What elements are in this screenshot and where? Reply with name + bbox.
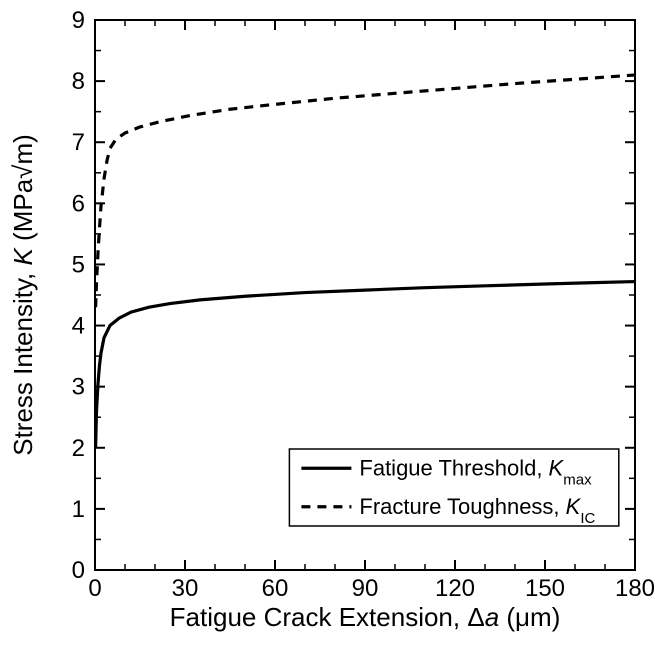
y-tick-label: 1 bbox=[72, 496, 85, 523]
chart-container: 0 30 60 90 120 150 180 0 1 2 3 4 5 6 7 8 9 Fatigue Crack … bbox=[0, 0, 660, 649]
y-axis-label: Stress Intensity, K (MPa√m) bbox=[8, 134, 38, 456]
y-tick-label: 4 bbox=[72, 313, 85, 340]
y-tick-label: 2 bbox=[72, 435, 85, 462]
x-tick-label: 120 bbox=[435, 575, 475, 602]
y-tick-label: 6 bbox=[72, 190, 85, 217]
y-tick-label: 8 bbox=[72, 68, 85, 95]
y-tick-label: 9 bbox=[72, 7, 85, 34]
x-axis-label: Fatigue Crack Extension, Δa (μm) bbox=[170, 602, 561, 632]
y-tick-label: 7 bbox=[72, 129, 85, 156]
legend: Fatigue Threshold, KmaxFracture Toughnes… bbox=[289, 449, 618, 526]
x-tick-label: 180 bbox=[615, 575, 655, 602]
x-tick-label: 150 bbox=[525, 575, 565, 602]
line-chart: 0 30 60 90 120 150 180 0 1 2 3 4 5 6 7 8 9 Fatigue Crack … bbox=[0, 0, 660, 649]
y-tick-label: 0 bbox=[72, 557, 85, 584]
x-tick-label: 30 bbox=[172, 575, 199, 602]
y-tick-label: 3 bbox=[72, 374, 85, 401]
y-tick-label: 5 bbox=[72, 251, 85, 278]
x-tick-label: 90 bbox=[352, 575, 379, 602]
x-tick-label: 0 bbox=[88, 575, 101, 602]
x-tick-label: 60 bbox=[262, 575, 289, 602]
